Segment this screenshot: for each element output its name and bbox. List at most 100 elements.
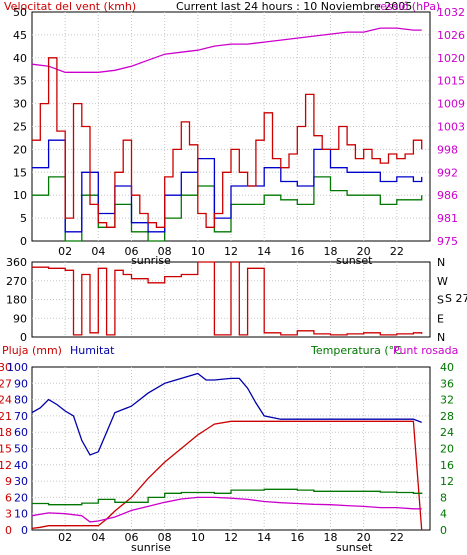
humidity-tick-label: 50 [14, 443, 28, 456]
humidity-tick-label: 80 [14, 394, 28, 407]
temperature-tick-label: 28 [440, 410, 454, 423]
pressure-tick-label: 1026 [437, 29, 465, 42]
direction-compass-tick: E [437, 312, 444, 325]
pressure-series-line [31, 27, 422, 73]
wind-tick-label: 25 [13, 121, 27, 134]
pressure-tick-label: 986 [437, 189, 458, 202]
sunrise-label-top: sunrise [131, 254, 171, 267]
pressure-tick-label: 1009 [437, 98, 465, 111]
wind-tick-label: 50 [13, 6, 27, 19]
pressure-tick-label: 1020 [437, 52, 465, 65]
wind-speed-avg-series [32, 139, 423, 233]
hour-tick-label: 12 [224, 245, 238, 258]
rain-axis-label: Pluja (mm) [2, 344, 62, 357]
humidity-tick-label: 60 [14, 426, 28, 439]
direction-compass-tick: W [437, 275, 448, 288]
humidity-tick-label: 90 [14, 377, 28, 390]
rain-tick-label: 18 [0, 426, 12, 439]
pressure-tick-label: 1032 [437, 6, 465, 19]
direction-degree-tick: 270 [6, 275, 27, 288]
wind-tick-label: 40 [13, 52, 27, 65]
hour-tick-label: 14 [257, 531, 271, 544]
hour-tick-label: 04 [91, 531, 105, 544]
humidity-tick-label: 10 [14, 508, 28, 521]
rain-tick-label: 9 [5, 475, 12, 488]
temperature-tick-label: 36 [440, 377, 454, 390]
wind-tick-label: 45 [13, 29, 27, 42]
humidity-tick-label: 30 [14, 475, 28, 488]
pressure-tick-label: 1003 [437, 121, 465, 134]
hour-tick-label: 08 [158, 245, 172, 258]
rain-tick-label: 0 [5, 524, 12, 537]
hour-tick-label: 14 [257, 245, 271, 258]
wind-tick-label: 30 [13, 98, 27, 111]
hour-tick-label: 20 [357, 245, 371, 258]
hour-tick-label: 10 [191, 245, 205, 258]
hour-tick-label: 02 [58, 245, 72, 258]
wind-tick-label: 35 [13, 75, 27, 88]
rain-tick-label: 21 [0, 410, 12, 423]
wind-tick-label: 5 [20, 212, 27, 225]
temperature-tick-label: 12 [440, 475, 454, 488]
temperature-tick-label: 16 [440, 459, 454, 472]
hour-tick-label: 20 [357, 531, 371, 544]
sunrise-label-bottom: sunrise [131, 541, 171, 554]
hour-tick-label: 22 [390, 245, 404, 258]
rain-tick-label: 30 [0, 361, 12, 374]
wind-speed-gust-series [32, 57, 423, 228]
humidity-tick-label: 70 [14, 410, 28, 423]
hour-tick-label: 12 [224, 531, 238, 544]
temperature-tick-label: 32 [440, 394, 454, 407]
wind-tick-label: 10 [13, 189, 27, 202]
pressure-axis-label: ressió (hPa) [376, 0, 440, 13]
dewpoint-series-line [31, 496, 422, 523]
pressure-tick-label: 1015 [437, 75, 465, 88]
wind-tick-label: 0 [20, 235, 27, 248]
rain-tick-label: 3 [5, 508, 12, 521]
temperature-tick-label: 24 [440, 426, 454, 439]
rain-tick-label: 27 [0, 377, 12, 390]
hour-tick-label: 18 [324, 245, 338, 258]
temperature-tick-label: 20 [440, 443, 454, 456]
pressure-tick-label: 998 [437, 143, 458, 156]
humidity-tick-label: 0 [21, 524, 28, 537]
hour-tick-label: 16 [290, 245, 304, 258]
hour-tick-label: 16 [290, 531, 304, 544]
direction-annotation: S 27 ° [445, 292, 467, 305]
direction-degree-tick: 90 [13, 312, 27, 325]
wind-tick-label: 20 [13, 143, 27, 156]
hour-tick-label: 06 [125, 531, 139, 544]
rain-tick-label: 15 [0, 443, 12, 456]
hour-tick-label: 08 [158, 531, 172, 544]
temperature-tick-label: 8 [440, 491, 447, 504]
sunset-label-top: sunset [336, 254, 373, 267]
direction-degree-tick: 0 [20, 331, 27, 344]
hour-tick-label: 22 [390, 531, 404, 544]
wind-tick-label: 15 [13, 166, 27, 179]
direction-compass-tick: N [437, 331, 445, 344]
temperature-tick-label: 40 [440, 361, 454, 374]
humidity-tick-label: 40 [14, 459, 28, 472]
rain-series-line [31, 420, 423, 531]
hour-tick-label: 10 [191, 531, 205, 544]
rain-tick-label: 24 [0, 394, 12, 407]
wind-direction-series [32, 261, 423, 336]
dewpoint-legend: Punt rosada [393, 344, 458, 357]
temperature-tick-label: 4 [440, 508, 447, 521]
direction-degree-tick: 360 [6, 256, 27, 269]
rain-tick-label: 12 [0, 459, 12, 472]
hour-tick-label: 02 [58, 531, 72, 544]
hour-tick-label: 18 [324, 531, 338, 544]
sunset-label-bottom: sunset [336, 541, 373, 554]
direction-compass-tick: S [437, 294, 444, 307]
temperature-legend: Temperatura (°C [310, 344, 402, 357]
humidity-legend: Humitat [70, 344, 115, 357]
temperature-tick-label: 0 [440, 524, 447, 537]
hour-tick-label: 06 [125, 245, 139, 258]
pressure-tick-label: 981 [437, 212, 458, 225]
humidity-tick-label: 20 [14, 491, 28, 504]
temperature-series-line [32, 488, 423, 506]
hour-tick-label: 04 [91, 245, 105, 258]
